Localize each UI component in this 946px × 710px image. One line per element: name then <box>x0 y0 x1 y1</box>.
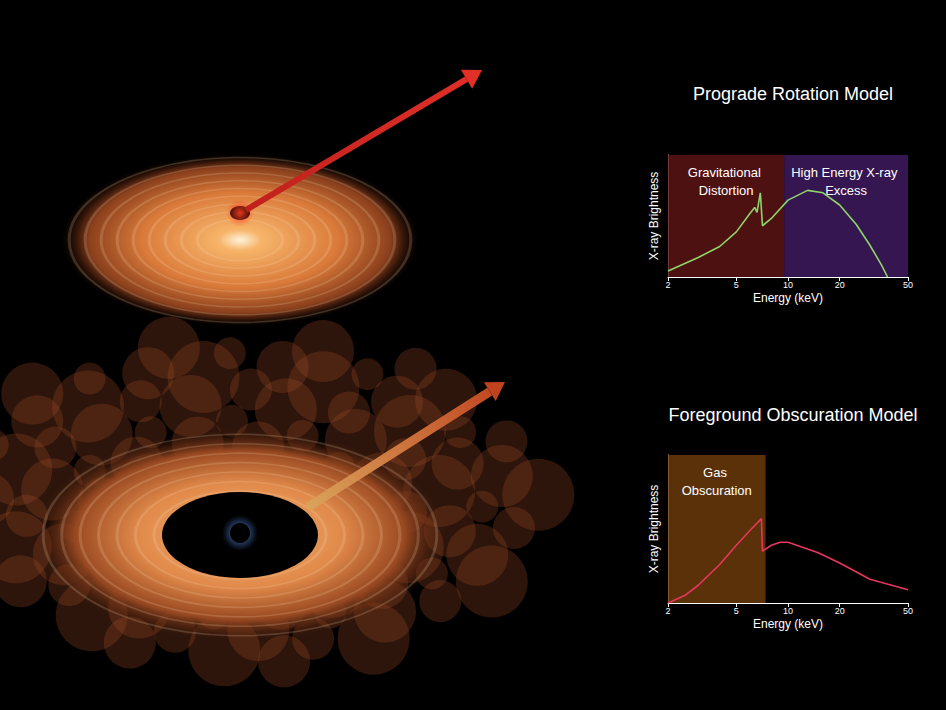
svg-text:Gravitational: Gravitational <box>688 165 765 180</box>
svg-text:10: 10 <box>783 606 793 616</box>
svg-text:Obscuration: Obscuration <box>682 483 752 498</box>
svg-text:Foreground Obscuration Model: Foreground Obscuration Model <box>668 405 917 425</box>
svg-text:50: 50 <box>903 606 913 616</box>
svg-text:10: 10 <box>783 280 793 290</box>
svg-text:Prograde Rotation Model: Prograde Rotation Model <box>693 84 893 104</box>
svg-text:5: 5 <box>734 606 739 616</box>
svg-text:Excess: Excess <box>825 183 867 198</box>
svg-text:X-ray Brightness: X-ray Brightness <box>647 485 661 574</box>
svg-text:20: 20 <box>835 606 845 616</box>
svg-text:Energy (keV): Energy (keV) <box>753 291 823 305</box>
svg-text:X-ray Brightness: X-ray Brightness <box>647 172 661 261</box>
svg-text:High Energy X-ray: High Energy X-ray <box>791 165 901 180</box>
svg-text:50: 50 <box>903 280 913 290</box>
svg-text:Distortion: Distortion <box>699 183 754 198</box>
svg-text:5: 5 <box>734 280 739 290</box>
svg-text:Energy (keV): Energy (keV) <box>753 617 823 631</box>
svg-text:2: 2 <box>665 606 670 616</box>
svg-text:20: 20 <box>835 280 845 290</box>
svg-text:2: 2 <box>665 280 670 290</box>
svg-text:Gas: Gas <box>703 465 730 480</box>
